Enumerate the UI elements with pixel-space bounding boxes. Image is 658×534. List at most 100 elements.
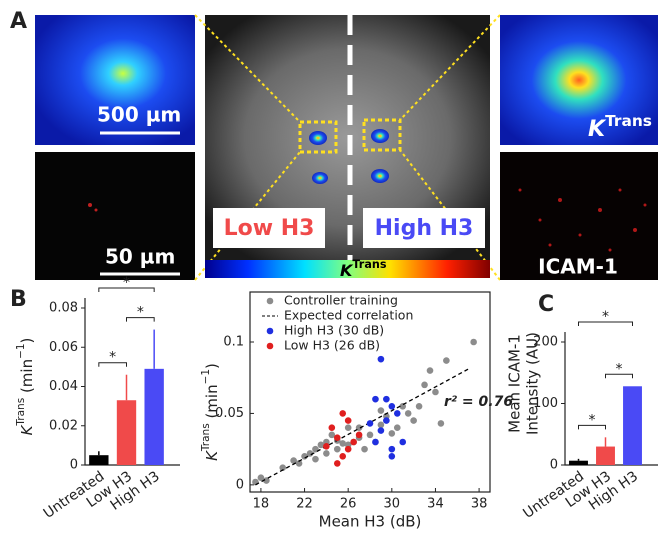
point xyxy=(339,410,346,417)
point xyxy=(389,453,396,460)
point xyxy=(356,432,363,439)
point xyxy=(334,446,341,453)
point xyxy=(323,443,330,450)
point xyxy=(350,439,357,446)
point xyxy=(438,420,445,427)
point xyxy=(394,424,401,431)
point xyxy=(378,427,385,434)
spot xyxy=(309,131,327,145)
label-part: (min xyxy=(18,359,36,398)
x-tick-label: 34 xyxy=(427,497,444,512)
bar xyxy=(144,369,163,465)
dot xyxy=(88,203,92,207)
legend-label: High H3 (30 dB) xyxy=(284,323,384,338)
sig-star: * xyxy=(589,412,596,428)
point xyxy=(416,403,423,410)
panel-letter: C xyxy=(538,292,554,317)
bar xyxy=(569,461,588,465)
sig-star: * xyxy=(109,350,116,366)
y-label: Intensity (AU) xyxy=(524,332,542,435)
bar xyxy=(117,400,136,465)
point xyxy=(378,356,385,363)
axis xyxy=(565,332,658,465)
high-label: High H3 xyxy=(375,216,474,241)
label-part: Trans xyxy=(352,258,386,271)
legend-label: Controller training xyxy=(284,293,398,308)
spot xyxy=(371,129,389,143)
sig-star: * xyxy=(137,305,144,321)
point xyxy=(367,432,374,439)
legend-symbol xyxy=(267,343,274,350)
bar xyxy=(623,386,642,465)
point xyxy=(405,410,412,417)
point xyxy=(399,439,406,446)
annotation: r² = 0.76 xyxy=(444,394,513,410)
legend-symbol xyxy=(267,328,274,335)
x-tick-label: 22 xyxy=(296,497,313,512)
label-part: Trans xyxy=(15,398,27,427)
y-tick-label: 0 xyxy=(550,458,558,473)
point xyxy=(361,446,368,453)
point xyxy=(470,339,477,346)
x-tick-label: 18 xyxy=(253,497,270,512)
point xyxy=(323,450,330,457)
point xyxy=(389,446,396,453)
point xyxy=(372,396,379,403)
y-label: KTrans (min−1) xyxy=(15,338,36,436)
label-part: −1 xyxy=(200,369,212,384)
x-tick-label: 38 xyxy=(471,497,488,512)
point xyxy=(345,417,352,424)
y-label: Mean ICAM-1 xyxy=(506,334,524,433)
point xyxy=(367,420,374,427)
point xyxy=(427,367,434,374)
y-tick-label: 0.1 xyxy=(223,335,244,350)
point xyxy=(372,439,379,446)
reference-line xyxy=(255,369,468,485)
point xyxy=(432,389,439,396)
label-part: (min xyxy=(203,384,221,423)
label-part: Trans xyxy=(605,112,652,130)
x-tick-label: 30 xyxy=(384,497,401,512)
point xyxy=(394,410,401,417)
point xyxy=(383,417,390,424)
panel-a-images xyxy=(35,15,658,280)
label-part: ) xyxy=(18,338,36,344)
y-label: KTrans (min−1) xyxy=(200,363,221,461)
label-part: ) xyxy=(203,363,221,369)
spot xyxy=(371,169,389,183)
point xyxy=(378,407,385,414)
y-tick-label: 0 xyxy=(236,477,244,492)
point xyxy=(389,430,396,437)
scale-text: 50 µm xyxy=(105,245,175,269)
point xyxy=(378,422,385,429)
sig-star: * xyxy=(123,275,130,291)
x-tick-label: 26 xyxy=(340,497,357,512)
y-tick-label: 0 xyxy=(70,458,78,473)
point xyxy=(329,424,336,431)
point xyxy=(339,453,346,460)
legend-label: Expected correlation xyxy=(284,308,413,323)
point xyxy=(383,396,390,403)
figure: A B C 500 µm 50 µm Low H3 High H3 ICAM-1… xyxy=(0,0,658,534)
point xyxy=(334,434,341,441)
bar xyxy=(89,455,108,465)
label-part: −1 xyxy=(15,343,27,358)
panel-letter: A xyxy=(10,9,27,34)
point xyxy=(410,417,417,424)
sig-star: * xyxy=(602,309,609,325)
x-label: Mean H3 (dB) xyxy=(319,513,422,531)
point xyxy=(443,357,450,364)
spot xyxy=(312,172,328,184)
y-tick-label: 0.02 xyxy=(49,418,78,433)
point xyxy=(312,456,319,463)
point xyxy=(389,403,396,410)
y-tick-label: 0.08 xyxy=(49,301,78,316)
point xyxy=(421,382,428,389)
scale-text: 500 µm xyxy=(97,103,181,127)
bar xyxy=(596,447,615,465)
legend-label: Low H3 (26 dB) xyxy=(284,338,380,353)
dot xyxy=(95,209,98,212)
y-tick-label: 0.04 xyxy=(49,379,78,394)
low-label: Low H3 xyxy=(224,216,315,241)
label-part: Trans xyxy=(200,423,212,452)
